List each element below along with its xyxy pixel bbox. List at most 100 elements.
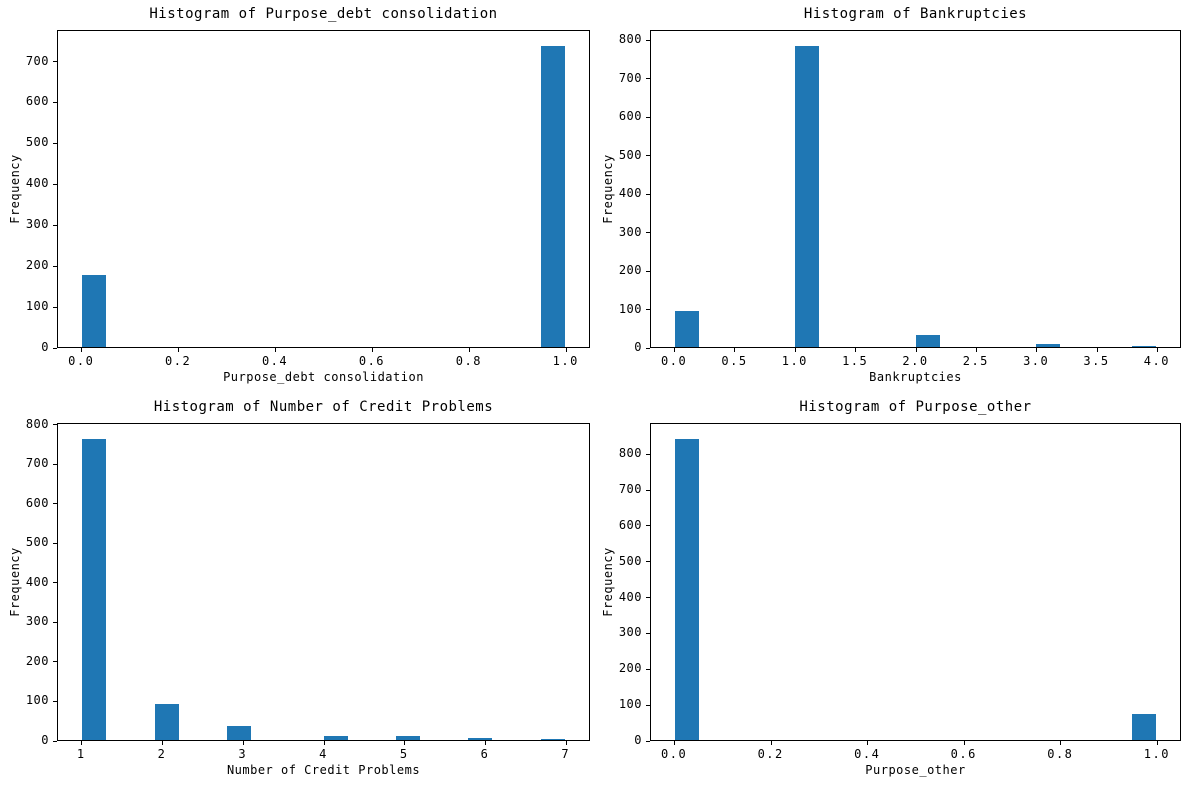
x-axis-label: Bankruptcies [869,370,962,384]
y-tick-label: 200 [25,258,49,273]
y-tick-mark [646,271,650,272]
y-tick-mark [53,307,57,308]
y-tick-mark [646,561,650,562]
y-tick-mark [53,225,57,226]
x-tick-mark [1060,741,1061,745]
x-tick-label: 0.6 [358,354,386,368]
y-tick-label: 700 [25,456,49,471]
x-tick-label: 0.2 [165,354,192,368]
histogram-bar [540,46,565,347]
histogram-bar [540,738,565,740]
y-tick-mark [646,741,650,742]
y-tick-label: 300 [25,217,49,232]
x-tick-mark [771,741,772,745]
x-axis-label: Purpose_other [865,763,966,777]
histogram-bar [82,275,107,347]
histogram-bar [1131,714,1156,740]
y-tick-mark [53,424,57,425]
y-tick-label: 100 [25,299,49,314]
x-tick-mark [566,741,567,745]
x-tick-mark [1157,348,1158,352]
x-tick-label: 7 [561,747,571,761]
y-axis-label-text: Frequency [601,154,615,224]
y-tick-mark [53,464,57,465]
histogram-bar [82,438,107,740]
plot-area [57,30,590,348]
x-tick-label: 2.0 [902,354,929,368]
y-tick-mark [646,117,650,118]
histogram-bar [1131,345,1156,347]
x-tick-mark [81,741,82,745]
y-tick-mark [646,40,650,41]
histogram-bar [675,311,700,347]
y-tick-mark [53,582,57,583]
x-tick-label: 0.8 [455,354,482,368]
x-tick-label: 0.2 [757,747,784,761]
x-tick-mark [855,348,856,352]
chart-title: Histogram of Purpose_debt consolidation [149,6,498,22]
y-tick-label: 0 [634,733,642,747]
x-tick-mark [867,741,868,745]
x-tick-label: 0.4 [854,747,881,761]
x-tick-mark [1036,348,1037,352]
x-tick-label: 0.0 [68,354,95,368]
x-tick-mark [243,741,244,745]
x-tick-label: 0.0 [661,747,688,761]
y-tick-mark [646,155,650,156]
x-tick-mark [1097,348,1098,352]
y-tick-label: 700 [618,70,642,85]
histogram-bar [154,703,179,740]
x-tick-mark [1157,741,1158,745]
y-tick-mark [53,143,57,144]
histogram-bar [795,45,820,347]
y-tick-label: 0 [634,340,642,354]
y-tick-mark [646,194,650,195]
y-tick-label: 400 [618,186,642,200]
plot-area [650,423,1181,741]
y-tick-mark [646,633,650,634]
x-tick-mark [81,348,82,352]
x-tick-label: 5 [399,747,409,761]
x-tick-label: 4 [319,747,328,761]
chart-title: Histogram of Purpose_other [799,399,1032,415]
x-tick-label: 3 [238,747,248,761]
x-tick-label: 1 [76,747,86,761]
y-tick-mark [53,543,57,544]
y-axis-label-text: Frequency [601,547,615,617]
x-tick-label: 1.5 [842,354,869,368]
x-tick-label: 1.0 [1143,747,1170,761]
y-tick-mark [646,348,650,349]
x-tick-mark [916,348,917,352]
x-tick-label: 2.5 [962,354,989,368]
x-tick-mark [372,348,373,352]
y-tick-label: 200 [618,661,642,676]
x-tick-mark [795,348,796,352]
y-tick-mark [53,661,57,662]
y-tick-label: 300 [618,625,642,640]
histogram-bar [675,438,700,740]
x-tick-mark [674,741,675,745]
y-tick-mark [53,61,57,62]
x-tick-label: 0.8 [1047,747,1074,761]
y-tick-label: 600 [25,495,49,510]
y-tick-label: 200 [25,653,49,668]
histogram-bar [226,726,252,740]
y-tick-mark [646,669,650,670]
x-tick-label: 0.4 [261,354,289,368]
x-tick-mark [162,741,163,745]
y-tick-label: 600 [618,517,642,532]
x-tick-label: 3.5 [1083,354,1110,368]
y-tick-mark [53,503,57,504]
x-tick-mark [964,741,965,745]
y-tick-label: 400 [618,589,642,604]
y-tick-mark [646,309,650,310]
y-tick-mark [53,184,57,185]
y-tick-label: 100 [618,697,642,712]
x-tick-mark [566,348,567,352]
y-tick-mark [53,348,57,349]
x-tick-label: 1.0 [552,354,579,368]
y-tick-label: 800 [25,416,49,431]
x-tick-mark [469,348,470,352]
x-tick-mark [324,741,325,745]
y-tick-label: 100 [618,301,642,316]
